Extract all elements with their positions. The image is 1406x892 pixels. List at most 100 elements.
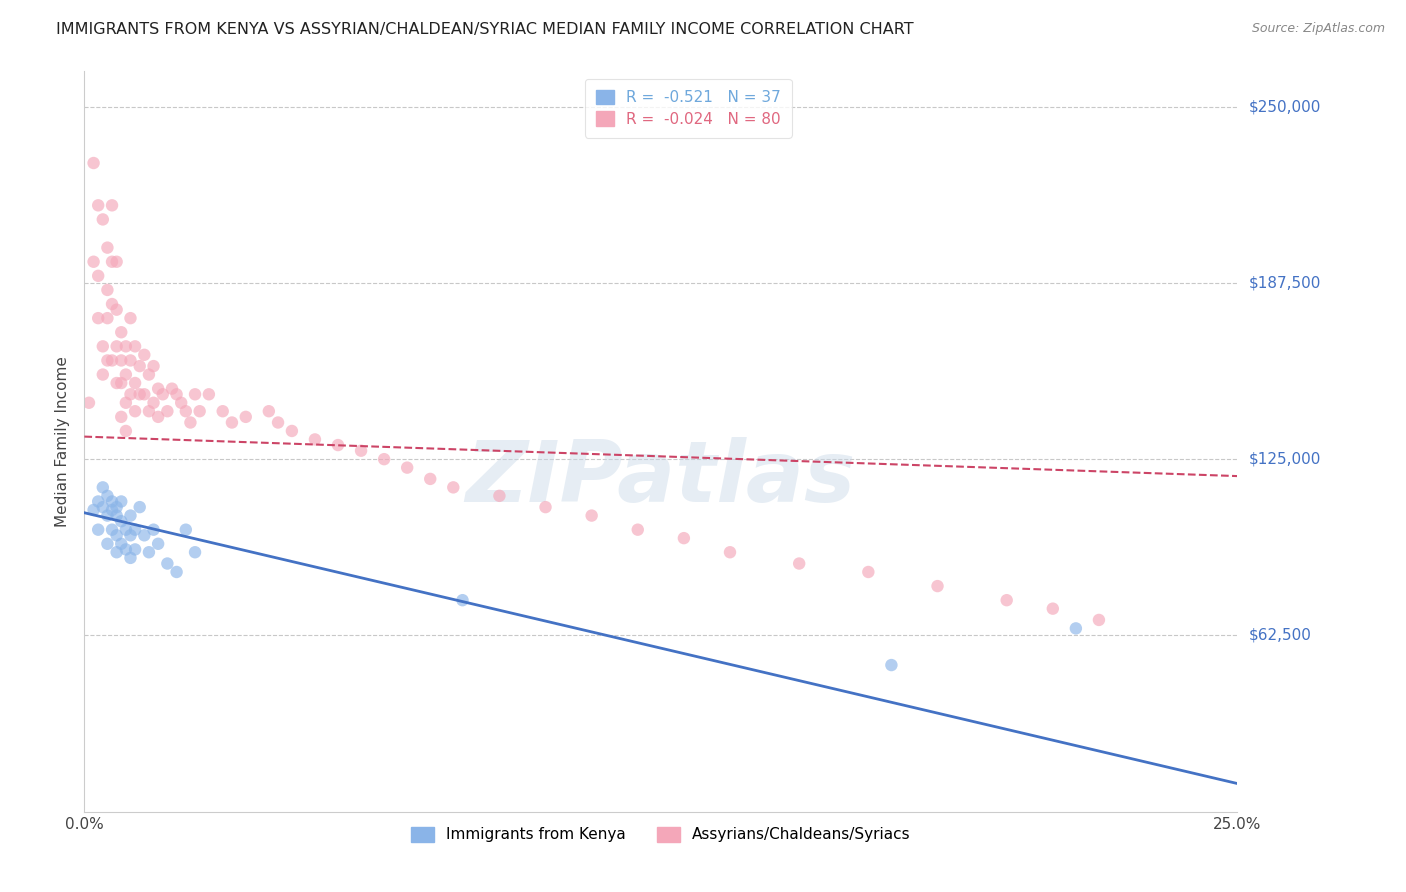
Point	[927, 579, 949, 593]
Point	[146, 409, 169, 424]
Point	[87, 311, 110, 326]
Point	[124, 523, 146, 537]
Point	[188, 404, 211, 418]
Point	[105, 500, 128, 515]
Point	[718, 545, 741, 559]
Point	[787, 557, 810, 571]
Point	[105, 339, 128, 353]
Point	[134, 528, 156, 542]
Point	[152, 387, 174, 401]
Point	[115, 424, 138, 438]
Point	[124, 376, 146, 390]
Point	[96, 283, 118, 297]
Point	[156, 404, 179, 418]
Point	[1042, 601, 1064, 615]
Point	[120, 550, 142, 565]
Point	[451, 593, 474, 607]
Legend: Immigrants from Kenya, Assyrians/Chaldeans/Syriacs: Immigrants from Kenya, Assyrians/Chaldea…	[405, 821, 917, 848]
Point	[146, 382, 169, 396]
Point	[419, 472, 441, 486]
Point	[880, 658, 903, 673]
Point	[211, 404, 233, 418]
Point	[83, 156, 105, 170]
Point	[120, 387, 142, 401]
Point	[184, 387, 207, 401]
Point	[110, 494, 132, 508]
Text: $62,500: $62,500	[1249, 628, 1312, 643]
Point	[77, 396, 100, 410]
Point	[96, 353, 118, 368]
Point	[96, 508, 118, 523]
Point	[156, 557, 179, 571]
Point	[110, 376, 132, 390]
Point	[96, 311, 118, 326]
Point	[120, 353, 142, 368]
Point	[101, 523, 124, 537]
Point	[396, 460, 419, 475]
Point	[105, 376, 128, 390]
Point	[267, 416, 290, 430]
Point	[91, 212, 114, 227]
Point	[87, 268, 110, 283]
Point	[179, 416, 201, 430]
Point	[142, 359, 165, 373]
Point	[110, 514, 132, 528]
Point	[174, 523, 197, 537]
Point	[110, 325, 132, 339]
Point	[128, 387, 150, 401]
Point	[96, 537, 118, 551]
Point	[91, 500, 114, 515]
Point	[128, 500, 150, 515]
Text: $125,000: $125,000	[1249, 451, 1320, 467]
Point	[184, 545, 207, 559]
Point	[304, 433, 326, 447]
Point	[170, 396, 193, 410]
Point	[110, 409, 132, 424]
Point	[110, 537, 132, 551]
Point	[83, 503, 105, 517]
Point	[138, 368, 160, 382]
Point	[221, 416, 243, 430]
Text: IMMIGRANTS FROM KENYA VS ASSYRIAN/CHALDEAN/SYRIAC MEDIAN FAMILY INCOME CORRELATI: IMMIGRANTS FROM KENYA VS ASSYRIAN/CHALDE…	[56, 22, 914, 37]
Point	[105, 508, 128, 523]
Point	[858, 565, 880, 579]
Point	[441, 480, 464, 494]
Point	[96, 241, 118, 255]
Point	[488, 489, 510, 503]
Point	[235, 409, 257, 424]
Point	[627, 523, 650, 537]
Point	[115, 368, 138, 382]
Point	[1088, 613, 1111, 627]
Point	[128, 359, 150, 373]
Point	[257, 404, 280, 418]
Point	[120, 508, 142, 523]
Point	[115, 523, 138, 537]
Point	[350, 443, 373, 458]
Point	[124, 404, 146, 418]
Point	[91, 368, 114, 382]
Point	[101, 254, 124, 268]
Point	[373, 452, 395, 467]
Point	[105, 302, 128, 317]
Point	[87, 494, 110, 508]
Point	[134, 348, 156, 362]
Point	[120, 528, 142, 542]
Point	[142, 396, 165, 410]
Point	[672, 531, 695, 545]
Point	[124, 339, 146, 353]
Point	[995, 593, 1018, 607]
Point	[534, 500, 557, 515]
Point	[83, 254, 105, 268]
Point	[581, 508, 603, 523]
Point	[281, 424, 304, 438]
Text: Source: ZipAtlas.com: Source: ZipAtlas.com	[1251, 22, 1385, 36]
Point	[101, 494, 124, 508]
Point	[115, 542, 138, 557]
Point	[138, 545, 160, 559]
Point	[101, 297, 124, 311]
Point	[160, 382, 183, 396]
Point	[326, 438, 349, 452]
Point	[115, 396, 138, 410]
Point	[166, 565, 188, 579]
Text: $250,000: $250,000	[1249, 99, 1320, 114]
